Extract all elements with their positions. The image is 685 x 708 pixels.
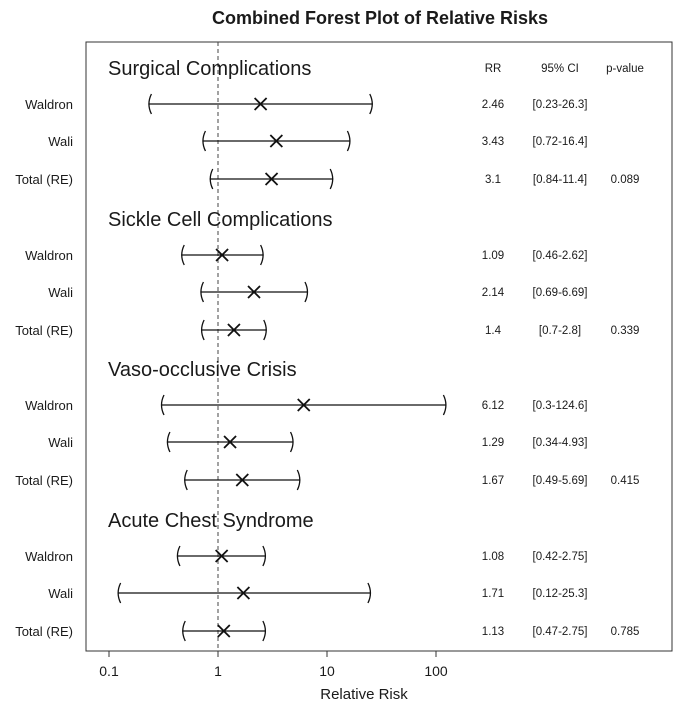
plot-frame	[85, 41, 673, 652]
ci-value: [0.47-2.75]	[533, 626, 588, 638]
row-label: Wali	[48, 285, 73, 300]
ci-lower-cap	[148, 93, 153, 115]
column-header-rr: RR	[485, 63, 502, 75]
point-estimate	[215, 549, 229, 563]
x-tick-label: 1	[214, 663, 222, 679]
point-estimate	[269, 134, 283, 148]
x-tick-label: 0.1	[99, 663, 119, 679]
row-label: Total (RE)	[15, 624, 73, 639]
point-estimate	[223, 435, 237, 449]
ci-upper-cap	[262, 545, 267, 567]
ci-lower-cap	[200, 281, 205, 303]
ci-upper-cap	[442, 394, 447, 416]
rr-value: 1.4	[485, 325, 502, 337]
row-label: Wali	[48, 134, 73, 149]
ci-lower-cap	[176, 545, 181, 567]
ci-upper-cap	[369, 93, 373, 115]
ci-value: [0.49-5.69]	[533, 475, 588, 487]
point-estimate	[297, 398, 311, 412]
row-label: Waldron	[25, 97, 73, 112]
ci-upper-cap	[262, 620, 267, 642]
p-value: 0.785	[611, 626, 640, 638]
ci-value: [0.42-2.75]	[533, 551, 588, 563]
ci-lower-cap	[181, 244, 185, 266]
ci-upper-cap	[289, 431, 294, 453]
point-estimate	[217, 624, 231, 638]
rr-value: 1.09	[482, 250, 504, 262]
ci-lower-cap	[117, 582, 122, 604]
chart-title: Combined Forest Plot of Relative Risks	[212, 8, 548, 28]
ci-value: [0.84-11.4]	[533, 174, 587, 186]
rr-value: 3.43	[482, 136, 504, 148]
rr-value: 3.1	[485, 174, 501, 186]
ci-value: [0.23-26.3]	[533, 99, 588, 111]
rr-value: 1.13	[482, 626, 504, 638]
x-axis-label: Relative Risk	[320, 686, 408, 703]
ci-value: [0.46-2.62]	[533, 250, 588, 262]
ci-upper-cap	[329, 168, 334, 190]
ci-value: [0.34-4.93]	[533, 437, 588, 449]
point-estimate	[247, 285, 261, 299]
ci-upper-cap	[346, 130, 351, 152]
rr-value: 2.46	[482, 99, 504, 111]
rr-value: 6.12	[482, 400, 504, 412]
p-value: 0.339	[611, 325, 640, 337]
column-header-ci: 95% CI	[541, 63, 579, 75]
p-value: 0.415	[611, 475, 640, 487]
point-estimate	[235, 473, 249, 487]
point-estimate	[264, 172, 279, 186]
ci-upper-cap	[296, 469, 301, 491]
ci-upper-cap	[263, 319, 267, 341]
ci-lower-cap	[182, 620, 186, 642]
point-estimate	[236, 586, 251, 600]
row-label: Waldron	[25, 398, 73, 413]
ci-lower-cap	[166, 431, 171, 453]
row-label: Total (RE)	[15, 323, 73, 338]
ci-value: [0.3-124.6]	[533, 400, 588, 412]
section-title: Vaso-occlusive Crisis	[108, 359, 297, 381]
section-title: Sickle Cell Complications	[108, 209, 333, 231]
ci-lower-cap	[184, 469, 188, 491]
rr-value: 1.71	[482, 588, 504, 600]
section-title: Surgical Complications	[108, 58, 311, 80]
x-tick-label: 100	[424, 663, 448, 679]
ci-upper-cap	[367, 582, 372, 604]
point-estimate	[227, 323, 241, 337]
rr-value: 1.67	[482, 475, 504, 487]
ci-upper-cap	[260, 244, 264, 266]
column-header-p: p-value	[606, 63, 644, 75]
ci-lower-cap	[209, 168, 214, 190]
row-label: Total (RE)	[15, 473, 73, 488]
ci-upper-cap	[304, 281, 309, 303]
ci-value: [0.12-25.3]	[533, 588, 588, 600]
rr-value: 1.29	[482, 437, 504, 449]
row-label: Wali	[48, 435, 73, 450]
rr-value: 2.14	[482, 287, 505, 299]
row-label: Total (RE)	[15, 172, 73, 187]
x-tick-label: 10	[319, 663, 335, 679]
row-label: Wali	[48, 586, 73, 601]
ci-value: [0.7-2.8]	[539, 325, 581, 337]
row-label: Waldron	[25, 549, 73, 564]
ci-value: [0.72-16.4]	[533, 136, 588, 148]
ci-lower-cap	[202, 130, 207, 152]
rr-value: 1.08	[482, 551, 504, 563]
ci-value: [0.69-6.69]	[533, 287, 588, 299]
point-estimate	[215, 248, 229, 262]
section-title: Acute Chest Syndrome	[108, 510, 314, 532]
ci-lower-cap	[160, 394, 165, 416]
row-label: Waldron	[25, 248, 73, 263]
p-value: 0.089	[611, 174, 640, 186]
point-estimate	[253, 97, 268, 111]
ci-lower-cap	[200, 319, 205, 341]
